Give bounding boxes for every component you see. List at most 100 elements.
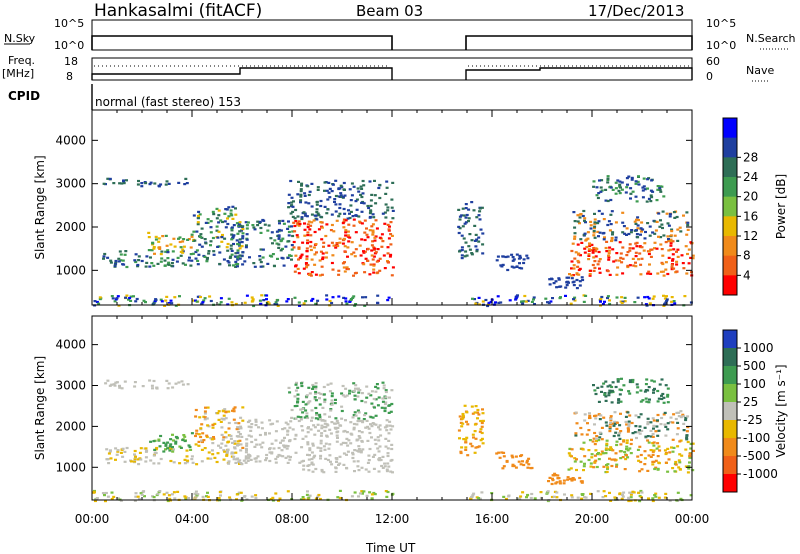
- scatter-cell: [264, 459, 268, 462]
- scatter-cell: [134, 455, 137, 458]
- scatter-cell: [526, 299, 530, 302]
- scatter-cell: [165, 491, 169, 494]
- scatter-cell: [314, 382, 318, 385]
- colorbar-title: Power [dB]: [774, 174, 788, 239]
- scatter-cell: [168, 445, 172, 448]
- scatter-cell: [656, 467, 660, 470]
- scatter-cell: [203, 255, 207, 258]
- scatter-cell: [597, 192, 601, 195]
- scatter-cell: [256, 224, 260, 227]
- scatter-cell: [357, 469, 361, 472]
- scatter-cell: [667, 458, 671, 461]
- scatter-cell: [391, 181, 395, 184]
- scatter-cell: [293, 395, 297, 398]
- scatter-cell: [622, 491, 626, 494]
- scatter-cell: [367, 206, 371, 210]
- scatter-cell: [281, 219, 285, 222]
- scatter-cell: [356, 465, 360, 468]
- scatter-cell: [173, 296, 177, 299]
- scatter-cell: [171, 250, 175, 253]
- scatter-cell: [650, 196, 654, 199]
- scatter-cell: [238, 247, 242, 250]
- scatter-cell: [367, 392, 371, 395]
- scatter-cell: [287, 386, 291, 389]
- scatter-cell: [680, 454, 684, 457]
- scatter-cell: [480, 425, 484, 428]
- scatter-cell: [639, 273, 643, 276]
- scatter-cell: [204, 221, 208, 224]
- scatter-cell: [465, 254, 469, 257]
- scatter-cell: [477, 296, 481, 299]
- scatter-cell: [166, 499, 170, 502]
- scatter-cell: [359, 254, 363, 257]
- scatter-cell: [605, 250, 609, 253]
- scatter-cell: [322, 385, 326, 389]
- colorbar-tick-label: 1000: [743, 341, 774, 355]
- scatter-cell: [340, 417, 344, 420]
- scatter-cell: [588, 412, 591, 415]
- scatter-cell: [205, 258, 209, 261]
- scatter-cell: [211, 236, 215, 240]
- scatter-cell: [364, 426, 368, 429]
- scatter-cell: [254, 457, 258, 460]
- scatter-cell: [553, 472, 557, 475]
- scatter-cell: [361, 448, 365, 451]
- scatter-cell: [123, 253, 127, 256]
- scatter-cell: [676, 427, 680, 430]
- scatter-cell: [164, 444, 168, 447]
- scatter-cell: [244, 461, 248, 464]
- scatter-cell: [682, 429, 686, 432]
- scatter-cell: [684, 416, 688, 420]
- scatter-cell: [606, 223, 610, 227]
- scatter-cell: [281, 428, 285, 431]
- scatter-cell: [625, 445, 629, 448]
- scatter-cell: [320, 216, 324, 219]
- scatter-cell: [606, 467, 609, 470]
- scatter-cell: [268, 447, 272, 450]
- scatter-cell: [265, 294, 269, 297]
- scatter-cell: [234, 451, 238, 454]
- scatter-cell: [314, 417, 318, 420]
- scatter-cell: [459, 450, 463, 453]
- scatter-cell: [338, 241, 342, 244]
- colorbar-tick-label: 4: [743, 268, 751, 282]
- scatter-cell: [590, 456, 594, 459]
- scatter-cell: [369, 199, 373, 202]
- scatter-cell: [150, 262, 154, 265]
- scatter-cell: [116, 450, 120, 453]
- scatter-cell: [600, 179, 604, 182]
- scatter-cell: [646, 423, 650, 426]
- scatter-cell: [363, 250, 367, 253]
- scatter-cell: [627, 428, 630, 431]
- scatter-cell: [166, 263, 170, 266]
- scatter-cell: [628, 380, 632, 384]
- scatter-cell: [517, 460, 521, 463]
- scatter-cell: [647, 497, 650, 500]
- scatter-cell: [575, 458, 578, 461]
- scatter-cell: [481, 232, 485, 235]
- scatter-cell: [674, 460, 678, 464]
- scatter-cell: [304, 262, 308, 265]
- scatter-cell: [246, 420, 250, 424]
- scatter-cell: [124, 296, 128, 299]
- time-axis: 00:00 04:00 08:00 12:00 16:00 20:00 00:00: [75, 512, 710, 526]
- scatter-cell: [667, 224, 671, 227]
- scatter-cell: [300, 184, 303, 187]
- scatter-cell: [619, 186, 622, 189]
- scatter-cell: [646, 295, 650, 299]
- scatter-cell: [594, 255, 598, 258]
- scatter-cell: [380, 464, 384, 468]
- scatter-cell: [226, 249, 230, 252]
- scatter-cell: [210, 438, 214, 441]
- scatter-cell: [651, 190, 655, 193]
- scatter-cell: [605, 444, 609, 447]
- scatter-cell: [598, 418, 602, 421]
- scatter-cell: [460, 234, 464, 237]
- scatter-cell: [576, 243, 580, 246]
- scatter-cell: [639, 453, 643, 457]
- scatter-cell: [229, 247, 233, 250]
- scatter-cell: [473, 430, 477, 433]
- scatter-cell: [689, 442, 693, 445]
- scatter-cell: [114, 259, 118, 263]
- scatter-cell: [656, 188, 660, 191]
